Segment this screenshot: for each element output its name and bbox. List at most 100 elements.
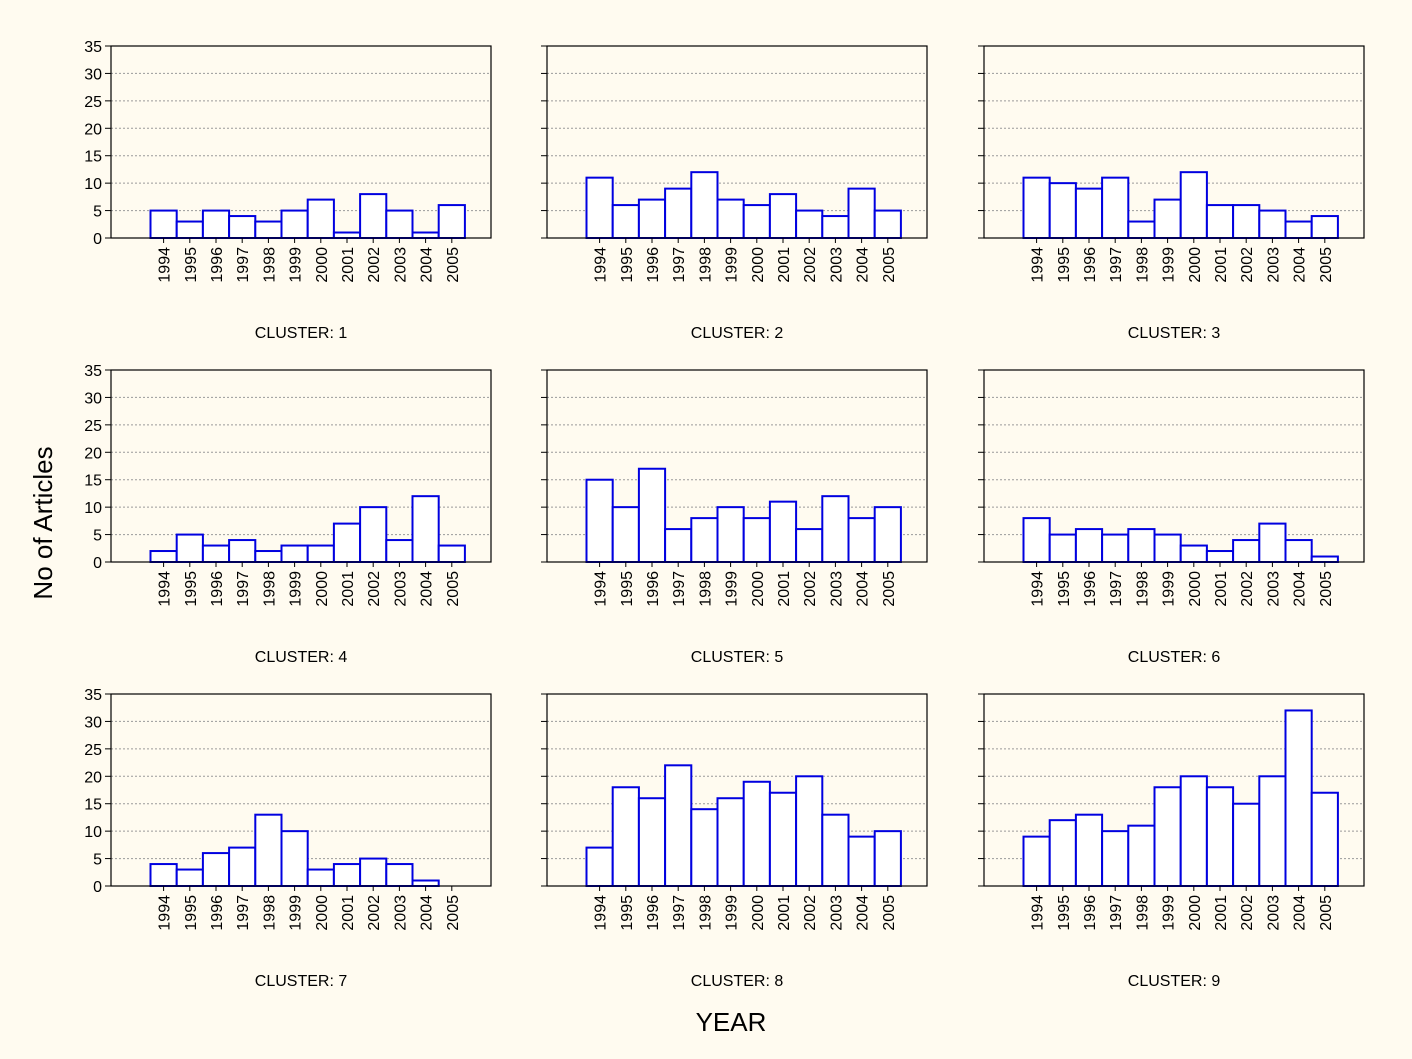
y-tick-label: 10 [84,824,102,841]
bar-1999 [280,209,309,239]
x-tick-label: 2003 [1265,247,1282,283]
x-tick-label: 2005 [445,895,462,931]
bar-2004 [847,517,876,563]
bar-2000 [1179,544,1208,563]
bar-2000 [742,204,771,239]
bar-2005 [873,830,902,888]
bar-1994 [1022,835,1051,888]
plot-frame [110,369,492,563]
bar-1999 [1153,533,1182,563]
bar-2005 [1310,215,1339,240]
x-tick-label: 2005 [881,247,898,283]
bar-1997 [1101,533,1130,563]
bar-1996 [1074,187,1104,239]
x-tick-label: 2001 [340,571,357,607]
panel-title: CLUSTER: 3 [1128,325,1221,342]
bar-1998 [1127,220,1156,240]
bar-1998 [254,813,283,888]
x-tick-label: 2002 [802,247,819,283]
x-tick-label: 2005 [445,247,462,283]
bar-1996 [201,209,231,239]
x-tick-label: 2001 [1213,571,1230,607]
x-tick-label: 1999 [1161,247,1178,283]
x-tick-label: 2001 [1213,247,1230,283]
bar-1999 [280,544,309,563]
y-tick-label: 0 [93,231,102,248]
x-tick-label: 1998 [261,247,278,283]
x-tick-label: 2005 [1318,571,1335,607]
x-tick-label: 2005 [881,895,898,931]
bar-1995 [611,506,640,563]
x-tick-label: 2001 [340,247,357,283]
bar-1999 [716,797,745,888]
panel-title: CLUSTER: 2 [691,325,784,342]
panel-title: CLUSTER: 8 [691,973,784,990]
bar-1999 [1153,786,1182,887]
x-tick-label: 1997 [235,895,252,931]
bar-2002 [359,193,388,240]
bar-2003 [385,539,414,563]
x-tick-label: 2001 [776,247,793,283]
x-tick-label: 2004 [1292,571,1309,607]
y-tick-label: 15 [84,149,102,166]
bar-1996 [1074,813,1104,888]
bar-2005 [437,204,466,239]
y-tick-label: 0 [93,879,102,896]
y-tick-label: 35 [84,363,102,380]
x-tick-label: 1994 [1030,571,1047,607]
panel-title: CLUSTER: 7 [255,973,348,990]
x-tick-label: 1995 [619,895,636,931]
bar-1997 [664,187,693,239]
x-tick-label: 1994 [593,247,610,283]
x-tick-label: 1997 [1108,247,1125,283]
panels: 0 5 10 15 20 25 30 35 1994 1995 1996 1997 1998 1999 20… [84,39,1365,990]
x-tick-label: 1995 [183,247,200,283]
panel-title: CLUSTER: 4 [255,649,348,666]
bar-1995 [1048,182,1077,239]
cluster-panel-8: 1994 1995 1996 1997 1998 1999 2000 2001 2002 2003… [541,693,928,990]
bar-2002 [359,857,388,887]
panel-title: CLUSTER: 1 [255,325,348,342]
x-tick-label: 1994 [157,895,174,931]
bar-1997 [1101,176,1130,240]
x-tick-label: 2004 [419,895,436,931]
x-tick-label: 2004 [855,895,872,931]
x-tick-label: 2000 [750,247,767,283]
x-tick-label: 2002 [366,247,383,283]
x-tick-label: 1998 [697,895,714,931]
plot-frame [546,693,928,887]
bar-1998 [1127,528,1156,563]
x-tick-label: 2001 [340,895,357,931]
bar-2001 [768,500,798,563]
x-tick-label: 1996 [209,571,226,607]
bar-2004 [1284,220,1313,240]
plot-frame [983,369,1365,563]
x-tick-label: 2003 [1265,895,1282,931]
bar-1996 [637,198,667,240]
x-tick-label: 1998 [261,571,278,607]
y-tick-label: 35 [84,39,102,56]
x-tick-label: 1996 [209,895,226,931]
bar-2001 [1205,204,1235,239]
bar-2004 [1284,539,1313,563]
bar-2004 [411,879,440,887]
plot-frame [983,45,1365,239]
bar-2003 [1258,775,1287,887]
y-tick-label: 30 [84,714,102,731]
bar-1996 [637,797,667,888]
bar-2002 [1232,204,1261,239]
bar-2001 [1205,786,1235,887]
cluster-panel-6: 1994 1995 1996 1997 1998 1999 2000 2001 2002 2003… [978,369,1365,666]
bar-2003 [821,813,850,888]
bar-2000 [1179,171,1208,240]
x-tick-label: 2002 [802,571,819,607]
y-tick-label: 15 [84,797,102,814]
x-tick-label: 2002 [1239,571,1256,607]
plot-frame [983,693,1365,887]
bar-1997 [664,764,693,887]
x-tick-label: 2003 [828,895,845,931]
y-tick-label: 15 [84,473,102,490]
bar-2001 [332,863,362,887]
x-tick-label: 1999 [288,895,305,931]
bar-1996 [201,544,231,563]
